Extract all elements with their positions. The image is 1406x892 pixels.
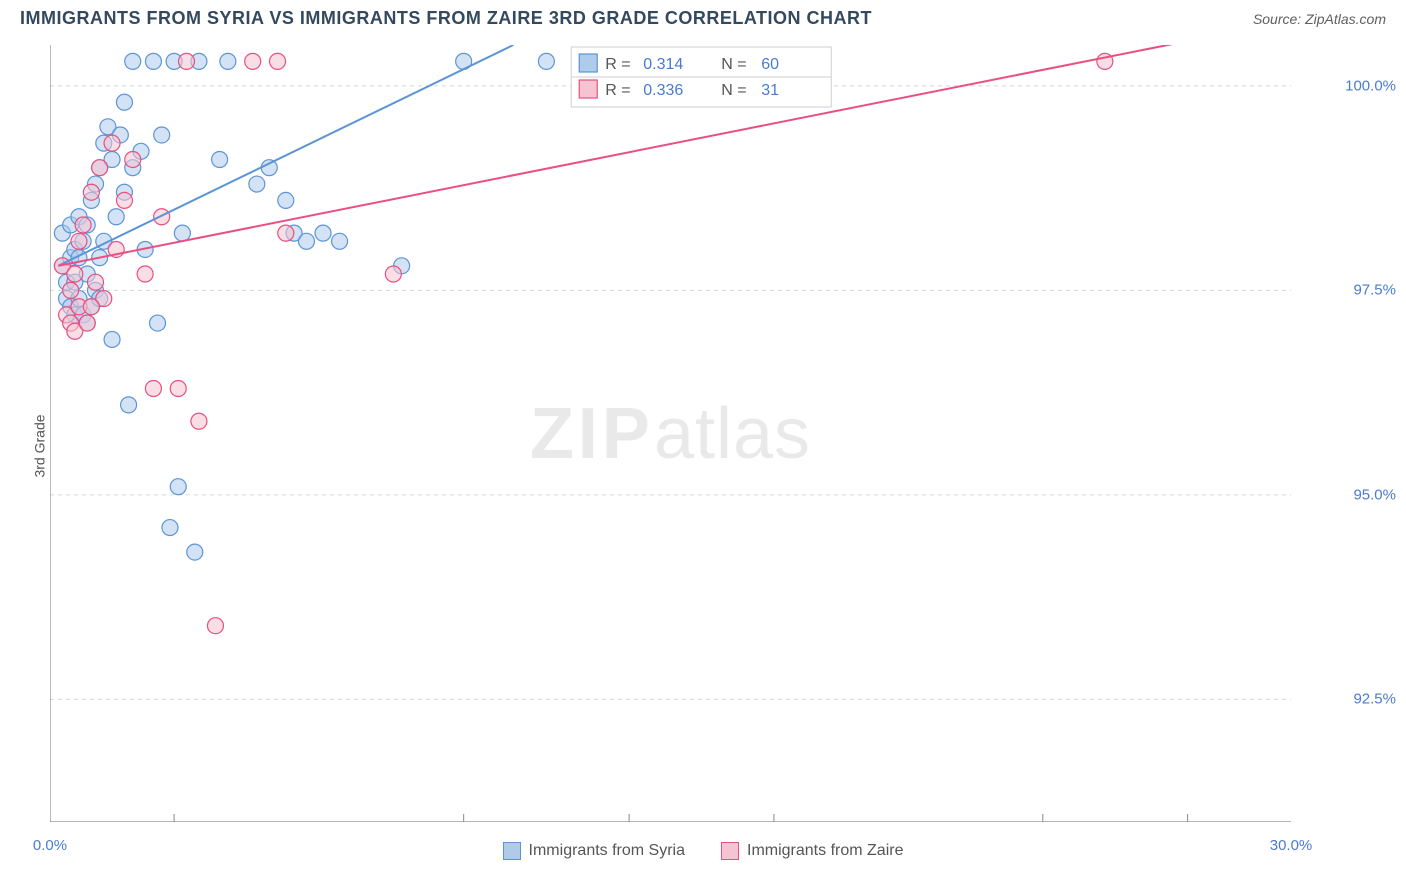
x-tick-label: 0.0% [33, 837, 67, 854]
svg-text:0.336: 0.336 [643, 82, 683, 99]
data-point [385, 266, 401, 282]
data-point [145, 381, 161, 397]
data-point [245, 53, 261, 69]
y-tick-label: 100.0% [1345, 77, 1396, 94]
svg-text:N =: N = [721, 82, 746, 99]
data-point [121, 397, 137, 413]
data-point [116, 94, 132, 110]
y-tick-label: 92.5% [1353, 691, 1396, 708]
data-point [104, 135, 120, 151]
y-axis-label: 3rd Grade [32, 414, 48, 477]
chart-area: R =0.314N =60R =0.336N =31 ZIPatlas [50, 45, 1291, 822]
data-point [249, 176, 265, 192]
data-point [220, 53, 236, 69]
data-point [174, 225, 190, 241]
data-point [137, 266, 153, 282]
data-point [116, 192, 132, 208]
data-point [538, 53, 554, 69]
legend-item-zaire: Immigrants from Zaire [721, 842, 903, 860]
svg-text:31: 31 [761, 82, 779, 99]
data-point [332, 233, 348, 249]
svg-text:R =: R = [605, 82, 630, 99]
svg-text:60: 60 [761, 56, 779, 73]
data-point [67, 266, 83, 282]
legend-label-syria: Immigrants from Syria [529, 842, 685, 860]
data-point [108, 209, 124, 225]
y-tick-label: 95.0% [1353, 486, 1396, 503]
data-point [150, 315, 166, 331]
bottom-legend: Immigrants from Syria Immigrants from Za… [0, 842, 1406, 860]
data-point [170, 479, 186, 495]
data-point [79, 315, 95, 331]
data-point [207, 618, 223, 634]
legend-item-syria: Immigrants from Syria [503, 842, 685, 860]
data-point [270, 53, 286, 69]
data-point [298, 233, 314, 249]
chart-svg: R = 0.314 N = 60 R = 0.336 N = 31 [50, 45, 1291, 822]
data-point [104, 331, 120, 347]
svg-text:N =: N = [721, 56, 746, 73]
inner-legend: R = 0.314 N = 60 R = 0.336 N = 31 [571, 47, 831, 107]
legend-swatch-syria [503, 842, 521, 860]
data-point [83, 184, 99, 200]
data-point [71, 233, 87, 249]
data-point [125, 53, 141, 69]
data-point [92, 160, 108, 176]
data-point [83, 299, 99, 315]
data-point [261, 160, 277, 176]
y-tick-label: 97.5% [1353, 282, 1396, 299]
data-point [278, 192, 294, 208]
data-point [125, 152, 141, 168]
data-point [187, 544, 203, 560]
legend-swatch-zaire [721, 842, 739, 860]
legend-label-zaire: Immigrants from Zaire [747, 842, 903, 860]
x-tick-label: 30.0% [1270, 837, 1313, 854]
source-label: Source: ZipAtlas.com [1253, 11, 1386, 27]
data-point [315, 225, 331, 241]
data-point [75, 217, 91, 233]
data-point [145, 53, 161, 69]
chart-title: IMMIGRANTS FROM SYRIA VS IMMIGRANTS FROM… [20, 8, 872, 29]
inner-legend-swatch [579, 80, 597, 98]
svg-text:R =: R = [605, 56, 630, 73]
data-point [191, 413, 207, 429]
data-point [278, 225, 294, 241]
data-point [154, 209, 170, 225]
data-point [154, 127, 170, 143]
data-point [162, 520, 178, 536]
data-point [179, 53, 195, 69]
data-point [170, 381, 186, 397]
inner-legend-swatch [579, 54, 597, 72]
data-point [88, 274, 104, 290]
data-point [63, 282, 79, 298]
data-point [212, 152, 228, 168]
svg-text:0.314: 0.314 [643, 56, 683, 73]
